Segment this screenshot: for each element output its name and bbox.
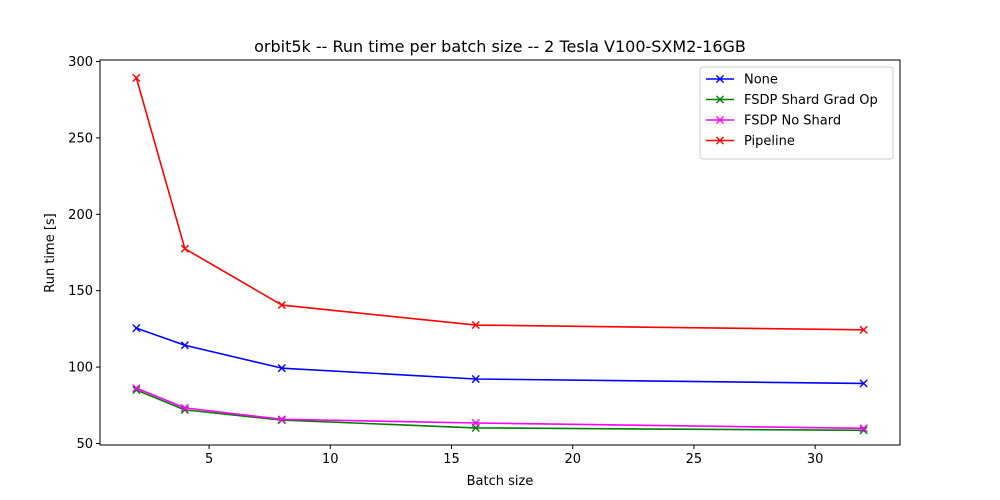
y-axis-label: Run time [s]: [43, 213, 58, 292]
data-point: [180, 341, 189, 350]
marker-stroke: [180, 403, 189, 412]
data-point: [132, 324, 141, 333]
legend-label: None: [744, 73, 778, 88]
data-point: [859, 325, 868, 334]
data-point: [180, 403, 189, 412]
marker-stroke: [132, 73, 141, 82]
legend-item: FSDP Shard Grad Op: [706, 93, 878, 108]
marker-stroke: [471, 418, 480, 428]
y-tick-label: 100: [68, 361, 93, 376]
legend-marker: [715, 115, 725, 125]
x-tick-label: 30: [807, 452, 824, 467]
data-point: [132, 384, 141, 393]
marker-stroke: [859, 424, 868, 433]
legend-marker: [715, 74, 725, 84]
marker-stroke: [859, 426, 868, 435]
x-tick-label: 5: [205, 452, 213, 467]
data-point: [471, 418, 480, 428]
data-point: [180, 244, 189, 253]
marker-stroke: [277, 415, 286, 424]
legend-box: [699, 66, 894, 160]
y-tick-label: 50: [76, 437, 93, 452]
legend-item: Pipeline: [706, 134, 795, 149]
marker-stroke: [132, 385, 141, 395]
data-point: [277, 364, 286, 373]
legend: None FSDP Shard Grad Op FSDP No Shard Pipel…: [699, 66, 894, 160]
legend-marker: [715, 95, 725, 104]
marker-stroke: [132, 324, 141, 333]
x-tick-label: 25: [686, 452, 703, 467]
data-point: [132, 73, 141, 82]
legend-label: FSDP No Shard: [744, 114, 841, 129]
x-axis-label: Batch size: [467, 474, 534, 489]
marker-stroke: [277, 300, 286, 310]
marker-stroke: [859, 325, 868, 334]
y-tick-label: 200: [68, 208, 93, 223]
marker-stroke: [180, 341, 189, 350]
legend-label: Pipeline: [744, 134, 795, 149]
chart-title: orbit5k -- Run time per batch size -- 2 …: [254, 37, 746, 56]
marker-stroke: [859, 379, 868, 388]
data-point: [277, 300, 286, 310]
x-tick-label: 10: [322, 452, 339, 467]
plot-area: 5 10 15 20 25 30 50 100 150 200 250 300: [68, 55, 901, 467]
data-point: [277, 415, 286, 424]
y-tick-label: 250: [68, 131, 93, 146]
x-tick-label: 15: [443, 452, 460, 467]
x-tick-label: 20: [564, 452, 581, 467]
legend-label: FSDP Shard Grad Op: [744, 93, 878, 108]
marker-stroke: [132, 384, 141, 393]
data-point: [471, 320, 480, 330]
y-tick-label: 300: [68, 55, 93, 70]
legend-item: None: [706, 73, 778, 88]
axes-frame: [99, 59, 901, 446]
legend-item: FSDP No Shard: [706, 114, 841, 129]
marker-stroke: [277, 364, 286, 373]
marker-stroke: [180, 244, 189, 253]
data-point: [132, 385, 141, 395]
data-point: [471, 374, 480, 384]
y-tick-label: 150: [68, 284, 93, 299]
marker-stroke: [471, 320, 480, 330]
data-point: [859, 424, 868, 433]
marker-stroke: [471, 374, 480, 384]
legend-marker: [715, 136, 725, 145]
data-point: [859, 379, 868, 388]
